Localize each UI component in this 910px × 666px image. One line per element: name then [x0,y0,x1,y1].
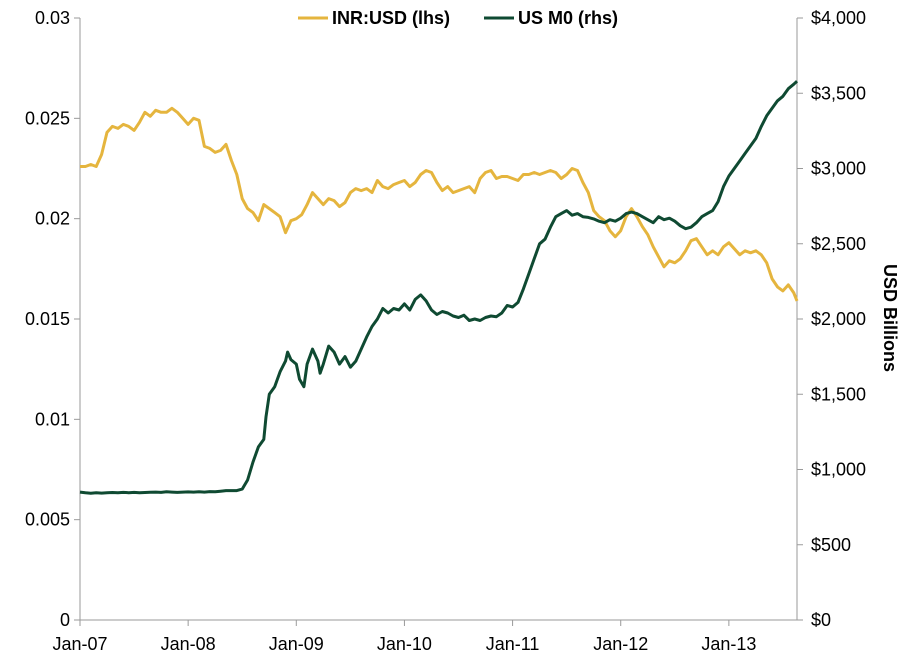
left-tick-label: 0.01 [35,409,70,429]
left-tick-label: 0.005 [25,510,70,530]
right-tick-label: $500 [811,535,851,555]
x-axis-ticks: Jan-07 Jan-08 Jan-09 Jan-10 Jan-11 Jan-12 Jan-… [52,620,756,654]
right-tick-label: $2,500 [811,234,866,254]
x-tick-label: Jan-13 [701,634,756,654]
left-tick-label: 0.03 [35,8,70,28]
right-tick-label: $4,000 [811,8,866,28]
right-axis-ticks: $0 $500 $1,000 $1,500 $2,000 $2,500 $3,000 $3,5… [797,8,866,630]
series-lines [79,80,799,495]
x-tick-label: Jan-12 [593,634,648,654]
us-m0-series-line [79,80,799,495]
left-tick-label: 0.015 [25,309,70,329]
x-tick-label: Jan-07 [52,634,107,654]
left-tick-label: 0 [60,610,70,630]
right-tick-label: $1,500 [811,384,866,404]
legend: INR:USD (lhs) US M0 (rhs) [298,8,618,28]
right-axis-title: USD Billions [880,264,900,372]
x-tick-label: Jan-10 [377,634,432,654]
axes [79,18,798,621]
x-tick-label: Jan-11 [486,634,540,654]
right-tick-label: $0 [811,610,831,630]
right-tick-label: $3,000 [811,159,866,179]
x-tick-label: Jan-08 [161,634,216,654]
left-tick-label: 0.02 [35,209,70,229]
left-tick-label: 0.025 [25,108,70,128]
legend-label: US M0 (rhs) [518,8,618,28]
left-axis-ticks: 0 0.005 0.01 0.015 0.02 0.025 0.03 [25,8,80,630]
legend-label: INR:USD (lhs) [332,8,450,28]
right-tick-label: $3,500 [811,83,866,103]
inr-usd-series-line [80,106,799,302]
right-tick-label: $2,000 [811,309,866,329]
x-tick-label: Jan-09 [269,634,324,654]
right-tick-label: $1,000 [811,460,866,480]
